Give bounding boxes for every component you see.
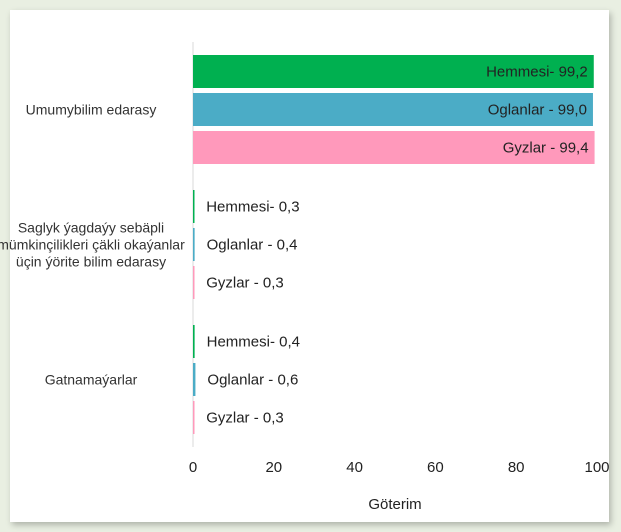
bar [193, 363, 196, 396]
bar [193, 55, 594, 88]
category-label: Saglyk ýagdaýy sebäpli mümkinçilikleri ç… [0, 219, 185, 269]
x-tick-label: 0 [189, 459, 197, 476]
bar [193, 228, 195, 261]
bar [193, 93, 593, 126]
x-tick-label: 40 [346, 459, 363, 476]
bar [193, 131, 595, 164]
data-label: Gyzlar - 0,3 [206, 274, 284, 291]
data-label: Oglanlar - 0,4 [207, 236, 298, 253]
x-tick-label: 80 [508, 459, 525, 476]
category-label: Umumybilim edarasy [25, 101, 157, 117]
bar [193, 401, 195, 434]
bar [193, 325, 195, 358]
bar [193, 190, 195, 223]
x-tick-label: 60 [427, 459, 444, 476]
data-label: Oglanlar - 99,0 [488, 101, 587, 118]
bar [193, 266, 195, 299]
x-tick-label: 20 [265, 459, 282, 476]
data-label: Gyzlar - 99,4 [503, 139, 589, 156]
x-axis-label: Göterim [368, 496, 421, 513]
data-label: Oglanlar - 0,6 [207, 371, 298, 388]
data-label: Hemmesi- 0,3 [206, 198, 299, 215]
data-label: Gyzlar - 0,3 [206, 409, 284, 426]
category-label: Gatnamaýarlar [44, 371, 138, 387]
data-label: Hemmesi- 0,4 [207, 333, 300, 350]
data-label: Hemmesi- 99,2 [486, 63, 588, 80]
x-tick-label: 100 [584, 459, 609, 476]
